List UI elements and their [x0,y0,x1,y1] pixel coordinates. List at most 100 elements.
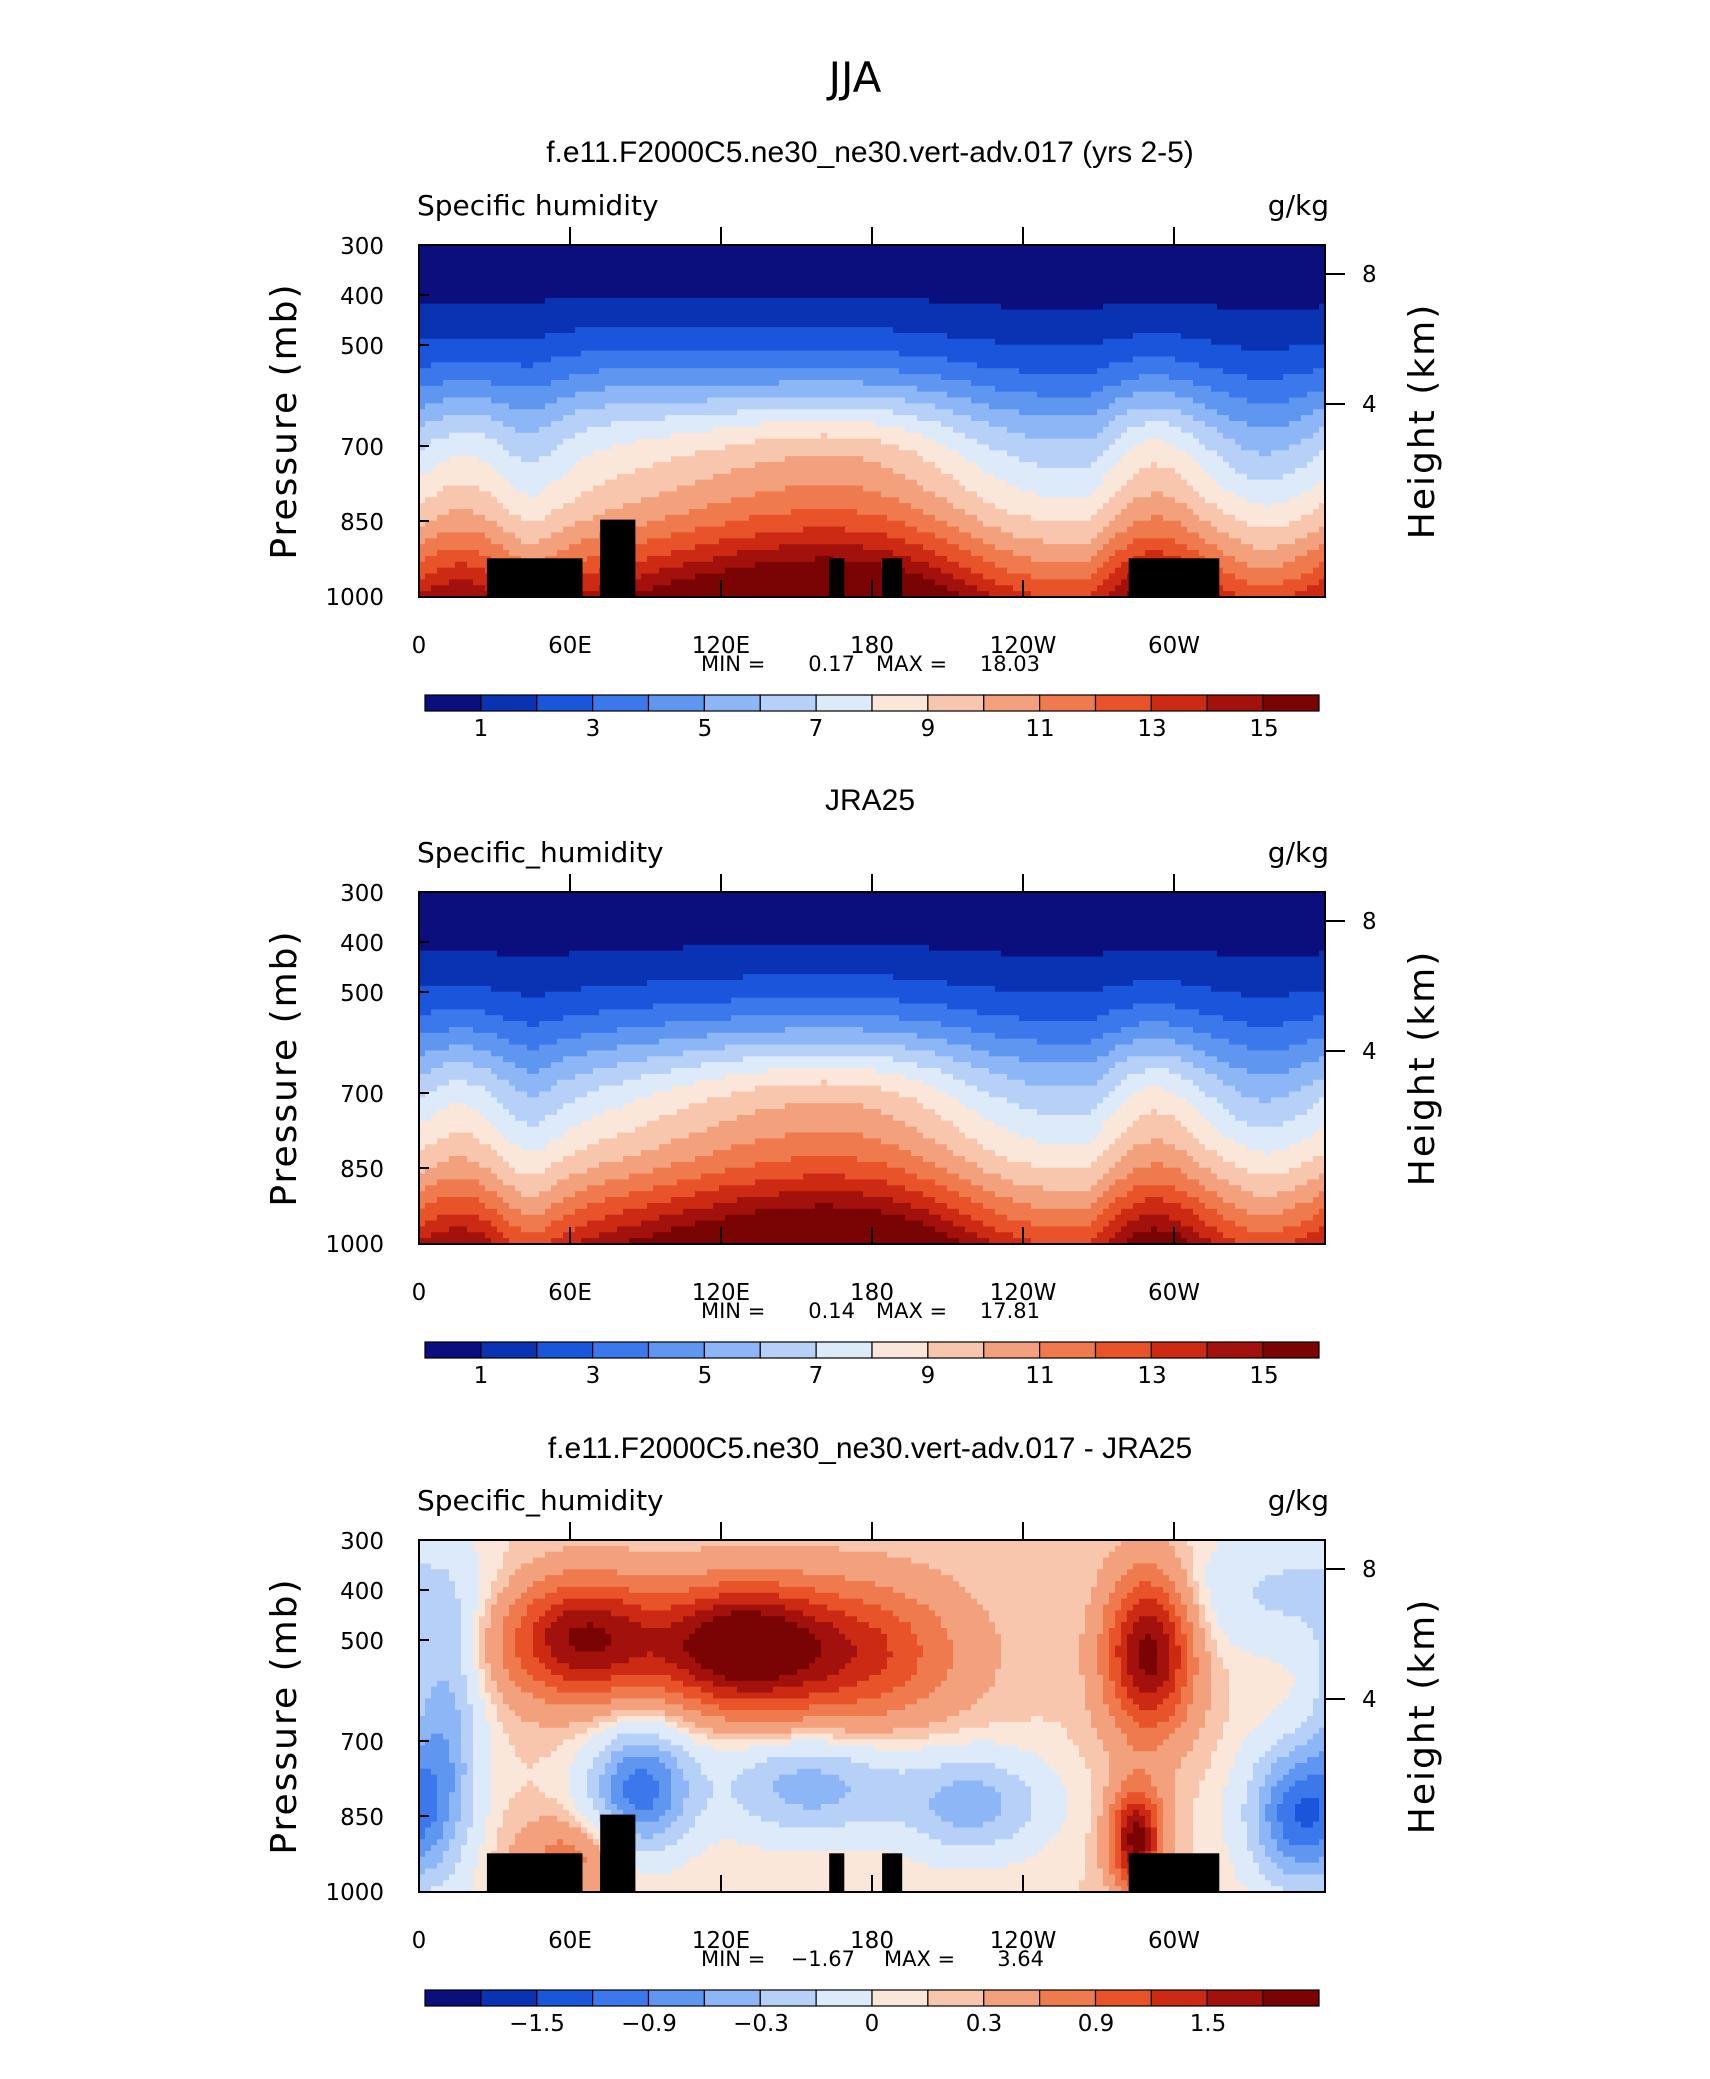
contour-cell [545,1551,888,1559]
contour-cell [479,1551,504,1559]
contour-cell [575,391,948,399]
contour-cell [461,1657,474,1664]
contour-cell [977,1161,1032,1169]
contour-cell [521,1191,540,1198]
contour-cell [1217,1745,1242,1752]
contour-cell [1199,1179,1230,1186]
contour-cell [467,1768,474,1776]
contour-cell [743,1768,798,1776]
contour-cell [1109,1144,1134,1151]
max-label: MAX = [876,652,947,676]
contour-cell [491,462,576,469]
contour-cell [443,379,492,387]
contour-cell [1205,467,1236,475]
contour-cell [599,1786,612,1793]
contour-cell [497,1598,516,1606]
contour-cell [1301,1798,1320,1805]
contour-cell [485,1645,504,1653]
contour-cell [1193,1551,1212,1559]
contour-cell [1121,1663,1128,1670]
contour-cell [995,1739,1074,1746]
contour-cell [527,1762,534,1770]
contour-cell [431,1845,450,1852]
contour-cell [1247,1833,1260,1840]
contour-cell [1109,1633,1122,1641]
contour-cell [899,1015,1020,1022]
contour-cell [425,1704,456,1711]
contour-cell [545,485,594,492]
contour-cell [473,1657,480,1664]
contour-cell [503,1616,522,1623]
contour-cell [1187,1704,1212,1711]
contour-cell [1313,1197,1326,1204]
contour-cell [1319,1173,1326,1181]
contour-cell [473,1044,528,1051]
contour-cell [515,1710,612,1717]
contour-cell [905,1185,948,1192]
contour-cell [569,374,942,381]
contour-cell [1217,950,1320,958]
contour-cell [971,1179,1014,1186]
contour-cell [539,1721,570,1729]
contour-cell [533,1633,546,1641]
contour-cell [629,1815,660,1823]
contour-cell [1259,1721,1302,1729]
contour-cell [1097,567,1116,575]
contour-cell [449,1156,468,1163]
contour-cell [923,1191,960,1198]
contour-cell [923,573,954,580]
contour-cell [839,1545,1116,1553]
contour-cell [1097,1639,1110,1647]
contour-cell [1223,456,1314,463]
contour-cell [485,1232,504,1239]
contour-cell [1067,1733,1098,1741]
contour-cell [539,1091,588,1098]
contour-cell [419,1091,426,1098]
contour-cell [1133,1845,1146,1852]
contour-cell [437,1774,456,1782]
contour-cell [551,1651,648,1658]
contour-cell [629,1238,960,1245]
contour-cell [1187,1674,1194,1682]
contour-cell [419,1815,438,1823]
contour-cell [1265,1716,1308,1723]
x-ticks: 0 60E 120E 180 120W 60W [412,227,1200,659]
contour-cell [503,526,564,534]
contour-cell [839,1592,906,1600]
contour-cell [821,1768,900,1776]
contour-cell [935,1161,978,1169]
contour-cell [1103,1786,1122,1793]
contour-cell [1205,1091,1242,1098]
contour-cell [803,1716,948,1723]
contour-cell [1265,1780,1278,1787]
contour-cell [701,1850,894,1858]
contour-cell [419,1633,462,1641]
contour-cell [731,497,900,504]
contour-cell [1313,1821,1326,1829]
contour-cell [1127,1663,1140,1670]
contour-cell [533,362,978,369]
contour-cell [419,1845,432,1852]
contour-cell [1199,1792,1224,1799]
contour-cell [1295,1202,1326,1210]
contour-cell [857,1616,900,1623]
contour-cell [1097,1179,1116,1186]
contour-cell [461,1651,474,1658]
contour-cell [1103,1804,1110,1811]
contour-cell [1109,1592,1128,1600]
contour-cell [989,591,1032,598]
contour-cell [1127,1238,1188,1245]
contour-cell [605,1762,618,1770]
contour-cell [1163,1586,1176,1594]
contour-cell [539,1044,618,1051]
contour-cell [1133,1768,1146,1776]
contour-cell [1157,1226,1194,1233]
contour-cell [677,1757,696,1764]
contour-cell [449,1804,462,1811]
contour-cell [587,1202,648,1210]
contour-cell [803,526,846,534]
contour-cell [551,1085,600,1093]
contour-cell [461,1804,474,1811]
contour-cell [971,1214,1008,1222]
contour-cell [1211,1762,1236,1770]
